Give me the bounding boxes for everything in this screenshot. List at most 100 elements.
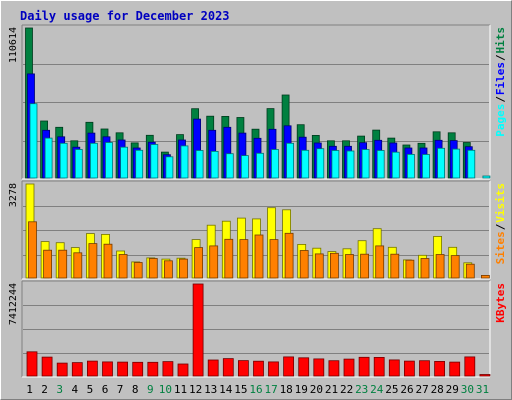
hits-files-pages-bar-pages (150, 144, 159, 179)
hits-files-pages-ymax-label: 110614 (8, 27, 19, 63)
visits-sites-bar-sites (88, 243, 98, 279)
kbytes-bar-kbytes (177, 363, 189, 377)
hits-files-pages-bar-pages (452, 148, 461, 179)
hits-files-pages-bar-pages (406, 153, 415, 179)
kbytes-bar-kbytes (479, 374, 491, 377)
chart-title: Daily usage for December 2023 (20, 9, 230, 23)
visits-sites-bar-sites (435, 254, 445, 279)
kbytes-bar-kbytes (358, 356, 370, 377)
hits-files-pages-bar-pages (105, 142, 113, 179)
x-tick-label-day-10: 10 (159, 383, 172, 396)
x-tick-label-day-21: 21 (325, 383, 338, 396)
visits-sites-bar-sites (390, 253, 400, 279)
kbytes-bar-kbytes (222, 358, 234, 377)
x-tick-label-day-25: 25 (385, 383, 398, 396)
hits-files-pages-bar-pages (210, 150, 219, 179)
hits-files-pages-bar-pages (391, 151, 400, 179)
x-tick-label-day-19: 19 (295, 383, 308, 396)
x-tick-label-day-4: 4 (71, 383, 78, 396)
visits-sites-bar-sites (163, 260, 173, 279)
hits-files-pages-legend-separator: / (494, 54, 507, 61)
visits-sites-bar-sites (269, 239, 279, 279)
visits-sites-bar-sites (194, 247, 204, 279)
hits-files-pages-bar-pages (59, 142, 68, 179)
kbytes-bar-kbytes (268, 361, 279, 377)
x-tick-label-day-8: 8 (132, 383, 139, 396)
kbytes-bar-kbytes (434, 360, 446, 377)
hits-files-pages-bar-pages (346, 150, 355, 179)
visits-sites-bar-sites (148, 258, 158, 279)
hits-files-pages-bar-pages (120, 146, 128, 179)
hits-files-pages-bar-pages (195, 150, 204, 179)
visits-sites-bar-sites (345, 254, 354, 279)
visits-sites-bar-sites (28, 221, 37, 279)
x-tick-label-day-24: 24 (370, 383, 384, 396)
hits-files-pages-bar-pages (286, 142, 295, 179)
x-tick-label-day-23: 23 (355, 383, 368, 396)
visits-sites-bar-sites (420, 258, 430, 279)
kbytes-bar-kbytes (403, 360, 415, 377)
kbytes-bar-kbytes (328, 360, 340, 377)
visits-sites-bar-sites (254, 234, 264, 279)
kbytes-bar-kbytes (449, 361, 461, 377)
hits-files-pages-legend-files: Files (494, 62, 507, 95)
x-tick-label-day-6: 6 (102, 383, 109, 396)
x-tick-label-day-16: 16 (249, 383, 262, 396)
visits-sites-bar-sites (360, 253, 370, 279)
x-tick-label-day-13: 13 (204, 383, 217, 396)
hits-files-pages-bar-pages (225, 153, 234, 179)
kbytes-bar-kbytes (132, 361, 144, 377)
hits-files-pages-bar-pages (467, 149, 476, 179)
visits-sites-bar-sites (299, 250, 309, 279)
visits-sites-bar-sites (405, 259, 415, 279)
x-tick-label-day-5: 5 (87, 383, 94, 396)
kbytes-bar-kbytes (253, 360, 264, 377)
hits-files-pages-bar-pages (301, 149, 310, 179)
visits-sites-bar-sites (43, 249, 52, 279)
hits-files-pages-bar-pages (437, 147, 446, 179)
kbytes-bar-kbytes (283, 356, 295, 377)
kbytes-bar-kbytes (237, 360, 249, 377)
kbytes-bar-kbytes (102, 361, 113, 377)
kbytes-bar-kbytes (117, 361, 128, 377)
x-tick-label-day-18: 18 (280, 383, 293, 396)
hits-files-pages-bar-pages (180, 145, 189, 179)
visits-sites-ymax-label: 3278 (8, 183, 19, 207)
kbytes-bar-kbytes (26, 351, 38, 377)
kbytes-bar-kbytes (56, 362, 68, 377)
hits-files-pages-bar-pages (376, 150, 385, 179)
hits-files-pages-bar-pages (90, 142, 98, 179)
hits-files-pages-bar-pages (316, 148, 325, 179)
visits-sites-bar-sites (375, 245, 385, 279)
x-tick-label-day-30: 30 (461, 383, 474, 396)
hits-files-pages-bar-pages (422, 154, 430, 179)
visits-sites-bar-sites (209, 245, 219, 279)
hits-files-pages-bar-pages (44, 137, 53, 179)
hits-files-pages-legend-pages: Pages (494, 104, 507, 137)
hits-files-pages-bar-pages (271, 149, 279, 179)
kbytes-bar-kbytes (388, 359, 400, 377)
visits-sites-bar-sites (465, 263, 475, 279)
visits-sites-bar-sites (224, 238, 234, 279)
kbytes-bar-kbytes (71, 362, 83, 377)
x-tick-label-day-7: 7 (117, 383, 124, 396)
visits-sites-bar-sites (103, 243, 113, 279)
kbytes-bar-kbytes (147, 361, 159, 377)
kbytes-bar-kbytes (343, 358, 355, 377)
hits-files-pages-bar-pages (74, 149, 83, 179)
visits-sites-bar-sites (480, 274, 490, 279)
x-tick-label-day-15: 15 (234, 383, 247, 396)
visits-sites-bar-sites (239, 239, 249, 279)
x-tick-label-day-2: 2 (41, 383, 48, 396)
x-tick-label-day-17: 17 (264, 383, 277, 396)
kbytes-ymax-label: 7412244 (8, 283, 19, 325)
x-tick-label-day-31: 31 (476, 383, 489, 396)
kbytes-legend-kbytes: KBytes (494, 283, 507, 323)
hits-files-pages-bar-pages (29, 103, 38, 179)
visits-sites-bar-sites (118, 254, 128, 279)
kbytes-bar-kbytes (87, 360, 98, 377)
x-tick-label-day-12: 12 (189, 383, 202, 396)
hits-files-pages-legend-hits: Hits (494, 27, 507, 54)
visits-sites-legend-separator: / (494, 223, 507, 230)
